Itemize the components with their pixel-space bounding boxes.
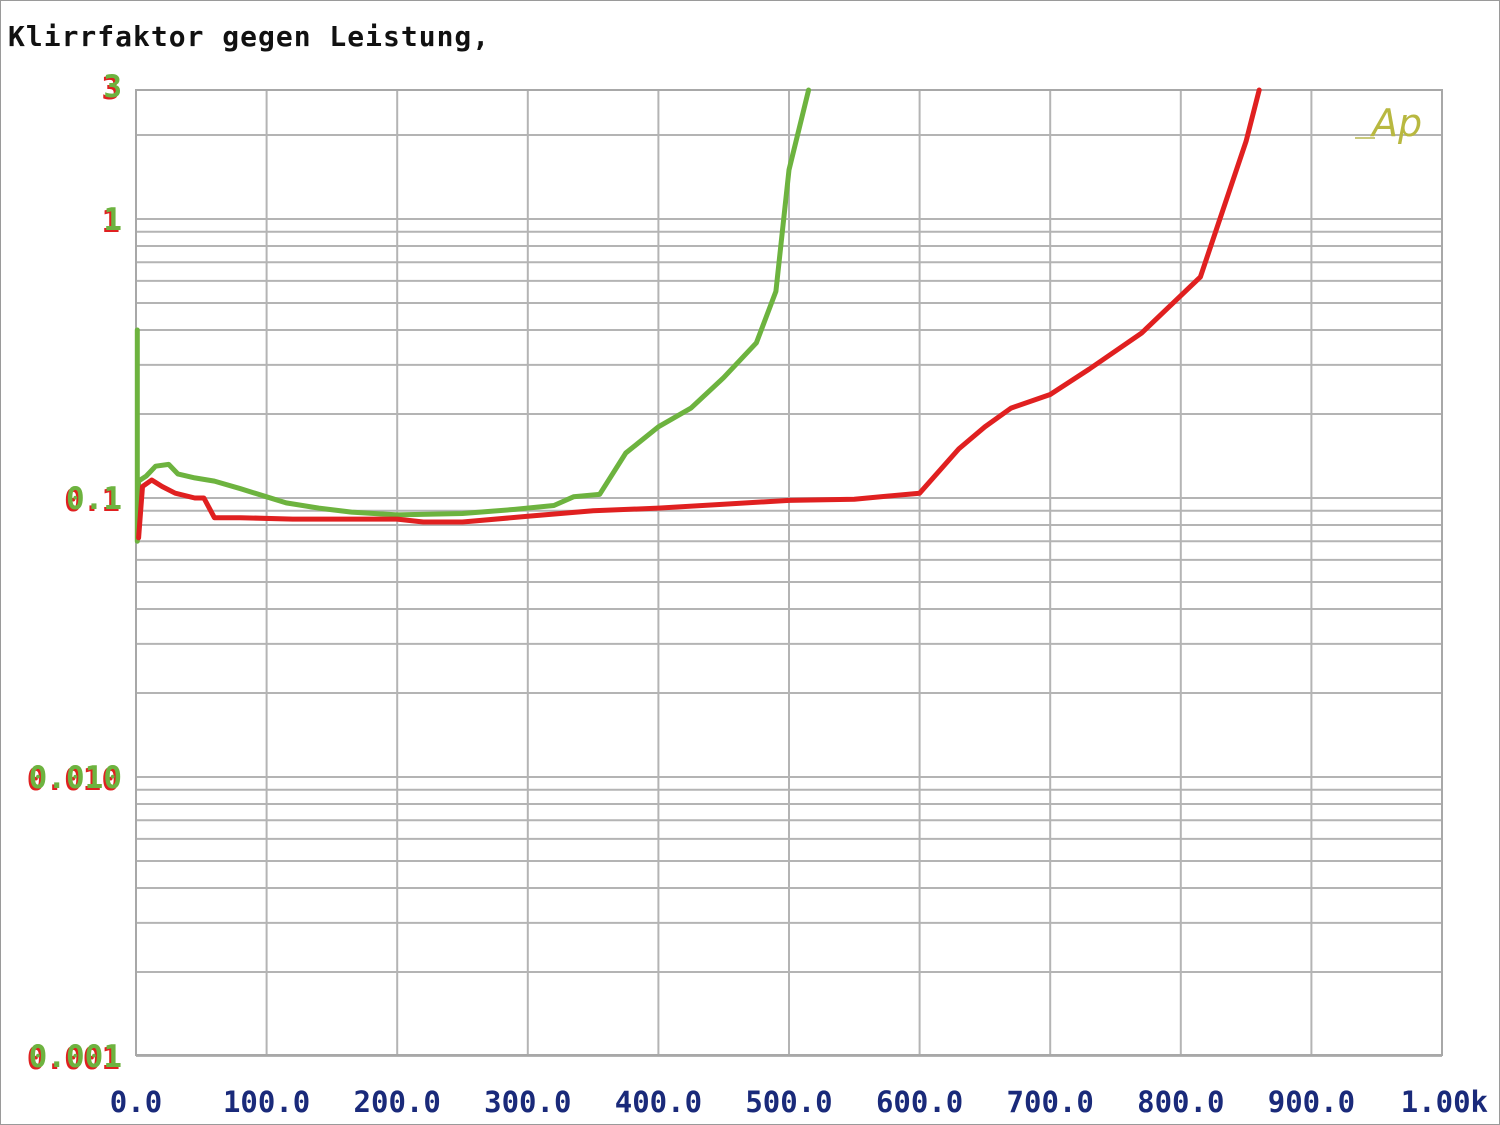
y-tick-label-shadow: 0.010 (27, 762, 120, 798)
x-tick-label: 900.0 (1268, 1085, 1355, 1119)
y-tick-label: 0.010 (29, 760, 122, 796)
x-tick-label: 800.0 (1137, 1085, 1224, 1119)
series-line-green (134, 87, 812, 544)
x-tick-label: 600.0 (876, 1085, 963, 1119)
y-tick-label-shadow: 0.1 (64, 483, 120, 519)
x-tick-label: 0.0 (110, 1085, 162, 1119)
x-axis-ticks: 0.0 100.0 200.0 300.0 400.0 500.0 600.0 700.0 80… (110, 1085, 1488, 1119)
x-tick-label: 500.0 (745, 1085, 832, 1119)
x-tick-label: 1.00k (1401, 1085, 1488, 1119)
x-tick-label: 300.0 (484, 1085, 571, 1119)
series-lines (134, 87, 1262, 544)
y-tick-label-shadow: 3 (101, 71, 120, 107)
y-tick-label: 3 (103, 69, 122, 105)
x-tick-label: 100.0 (223, 1085, 310, 1119)
grid (135, 89, 1443, 1057)
y-tick-label: 0.1 (66, 481, 122, 517)
x-tick-label: 200.0 (354, 1085, 441, 1119)
chart-title: Klirrfaktor gegen Leistung, (8, 20, 491, 53)
series-line-red (136, 87, 1262, 541)
x-tick-label: 700.0 (1007, 1085, 1094, 1119)
y-tick-label-shadow: 0.001 (27, 1041, 120, 1077)
y-tick-label: 0.001 (29, 1039, 122, 1075)
y-tick-label-shadow: 1 (101, 204, 120, 240)
ap-logo: Ap (1369, 101, 1422, 145)
plot-border (135, 89, 1443, 1056)
y-tick-label: 1 (103, 202, 122, 238)
x-tick-label: 400.0 (615, 1085, 702, 1119)
